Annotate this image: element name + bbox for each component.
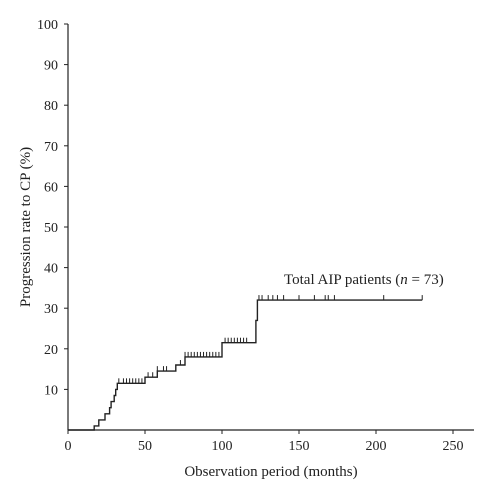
censor-marks: [118, 295, 423, 384]
series-annotation: Total AIP patients (n = 73): [284, 272, 444, 288]
x-tick-label-150: 150: [289, 439, 310, 454]
plot-area: 10 20 30 40 50 60 70 80 90 100 0 50 100 150 200 250: [37, 18, 474, 454]
y-tick-label-80: 80: [44, 99, 58, 114]
annotation-suffix: = 73): [408, 272, 444, 288]
x-axis-ticks: 0 50 100 150 200 250: [65, 430, 464, 454]
y-tick-label-10: 10: [44, 383, 58, 398]
series-layer: [68, 299, 423, 431]
y-axis-title: Progression rate to CP (%): [18, 147, 34, 307]
annotation-n-symbol: n: [400, 272, 408, 288]
y-tick-label-40: 40: [44, 262, 58, 277]
annotation-prefix: Total AIP patients (: [284, 272, 400, 288]
y-axis-ticks: 10 20 30 40 50 60 70 80 90 100: [37, 18, 68, 398]
x-tick-label-200: 200: [366, 439, 387, 454]
km-step-curve-0: [68, 299, 423, 431]
x-axis-title: Observation period (months): [184, 464, 357, 480]
y-tick-label-100: 100: [37, 18, 58, 33]
x-tick-label-0: 0: [65, 439, 72, 454]
y-tick-label-20: 20: [44, 343, 58, 358]
y-tick-label-60: 60: [44, 180, 58, 195]
y-tick-label-70: 70: [44, 140, 58, 155]
x-tick-label-100: 100: [212, 439, 233, 454]
y-tick-label-50: 50: [44, 221, 58, 236]
y-tick-label-90: 90: [44, 59, 58, 74]
x-tick-label-50: 50: [138, 439, 152, 454]
x-tick-label-250: 250: [443, 439, 464, 454]
y-tick-label-30: 30: [44, 302, 58, 317]
